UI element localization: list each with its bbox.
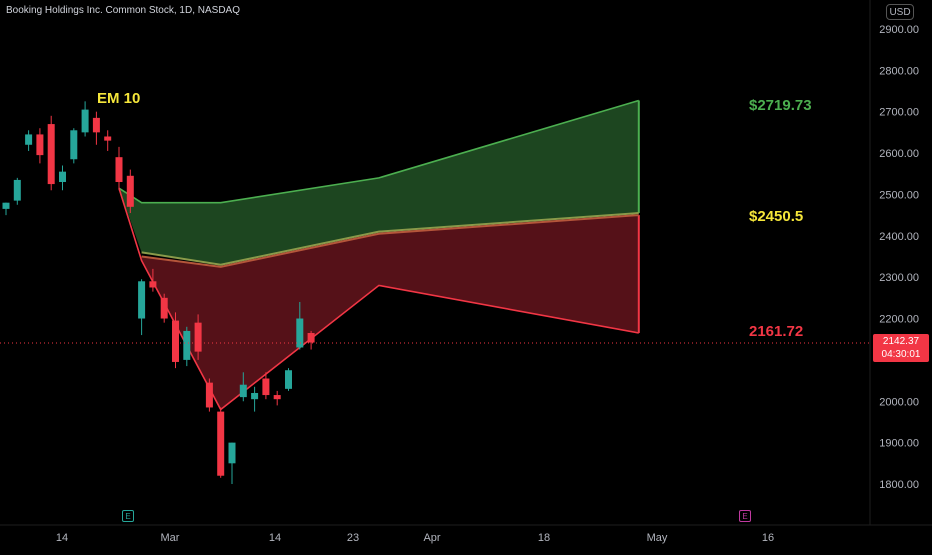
candle[interactable] [251, 386, 259, 412]
candle-body [104, 136, 112, 141]
upper-band-line [118, 99, 640, 204]
price-axis-label: 2000.00 [879, 396, 919, 408]
price-axis-label: 1800.00 [879, 479, 919, 491]
candle-body [251, 392, 259, 400]
candle[interactable] [2, 202, 10, 216]
candle[interactable] [262, 372, 270, 400]
candle-body [228, 442, 236, 464]
candle-body [92, 117, 100, 133]
mid-band-line-upper [141, 212, 639, 266]
current-price-tag: 2142.37 04:30:01 [873, 334, 929, 362]
current-price-value: 2142.37 [882, 336, 920, 347]
candle[interactable] [115, 146, 123, 191]
candle-body [217, 411, 225, 476]
price-axis-label: 2300.00 [879, 272, 919, 284]
candle-body [81, 109, 89, 133]
mid-band-line-lower [141, 214, 639, 268]
candle-body [59, 171, 66, 182]
candle[interactable] [104, 130, 112, 151]
candle-body [149, 281, 157, 288]
time-axis-label: Mar [161, 532, 180, 544]
candle[interactable] [228, 442, 236, 484]
candle[interactable] [285, 368, 292, 391]
price-axis-label: 1900.00 [879, 438, 919, 450]
time-axis-label: May [647, 532, 668, 544]
candle-body [183, 330, 191, 360]
candle[interactable] [36, 128, 44, 164]
candle[interactable] [183, 326, 191, 367]
time-axis-label: 18 [538, 532, 550, 544]
candle-body [138, 281, 146, 319]
candle-body [239, 384, 247, 398]
time-axis-label: 14 [269, 532, 281, 544]
candle-body [296, 318, 304, 348]
ticker-title[interactable]: Booking Holdings Inc. Common Stock, 1D, … [6, 5, 240, 16]
price-axis-label: 2600.00 [879, 148, 919, 160]
candle[interactable] [194, 314, 202, 360]
time-axis-label: 16 [762, 532, 774, 544]
candle-body [47, 124, 55, 185]
price-axis-label: 2500.00 [879, 189, 919, 201]
price-axis-label: 2900.00 [879, 24, 919, 36]
upper-band-fill [119, 100, 639, 265]
candle[interactable] [273, 390, 281, 406]
lower-level-label: 2161.72 [749, 323, 804, 340]
lower-band-fill [119, 188, 639, 410]
earnings-marker-future[interactable]: E [739, 510, 751, 522]
candle-body [70, 130, 78, 160]
candle[interactable] [25, 130, 33, 151]
candle-body [126, 175, 134, 207]
candle-body [273, 395, 281, 400]
price-axis-label: 2800.00 [879, 65, 919, 77]
candle-body [115, 157, 123, 182]
candle[interactable] [160, 293, 168, 323]
candle-body [205, 382, 213, 408]
candle[interactable] [307, 330, 315, 350]
candle[interactable] [81, 101, 89, 137]
earnings-marker-past[interactable]: E [122, 510, 134, 522]
mid-level-label: $2450.5 [749, 208, 804, 225]
candle[interactable] [59, 165, 66, 191]
em-label: EM 10 [97, 90, 141, 107]
candle-body [172, 320, 179, 362]
upper-level-label: $2719.73 [749, 97, 812, 114]
candle[interactable] [149, 268, 157, 292]
candle[interactable] [172, 312, 179, 369]
price-axis-label: 2400.00 [879, 231, 919, 243]
candle-body [160, 297, 168, 319]
candle[interactable] [13, 177, 21, 205]
candle-body [307, 332, 315, 343]
candle[interactable] [138, 279, 146, 336]
price-axis-label: 2200.00 [879, 314, 919, 326]
candle-body [36, 134, 44, 156]
candle-body [25, 134, 33, 145]
price-axis-label: 2700.00 [879, 107, 919, 119]
candle-body [194, 322, 202, 352]
candle[interactable] [126, 169, 134, 214]
candle-body [285, 370, 292, 389]
time-axis-label: 14 [56, 532, 68, 544]
currency-button[interactable]: USD [886, 4, 914, 20]
candle[interactable] [47, 115, 55, 191]
candle[interactable] [92, 111, 100, 145]
time-axis-label: 23 [347, 532, 359, 544]
candle[interactable] [217, 407, 225, 478]
candle[interactable] [239, 372, 247, 402]
bar-countdown: 04:30:01 [881, 349, 921, 360]
candle-body [2, 202, 10, 209]
time-axis-label: Apr [423, 532, 440, 544]
candle-body [13, 179, 21, 201]
candle-body [262, 378, 270, 396]
candle[interactable] [70, 128, 78, 164]
candle[interactable] [205, 378, 213, 412]
candle[interactable] [296, 301, 304, 350]
